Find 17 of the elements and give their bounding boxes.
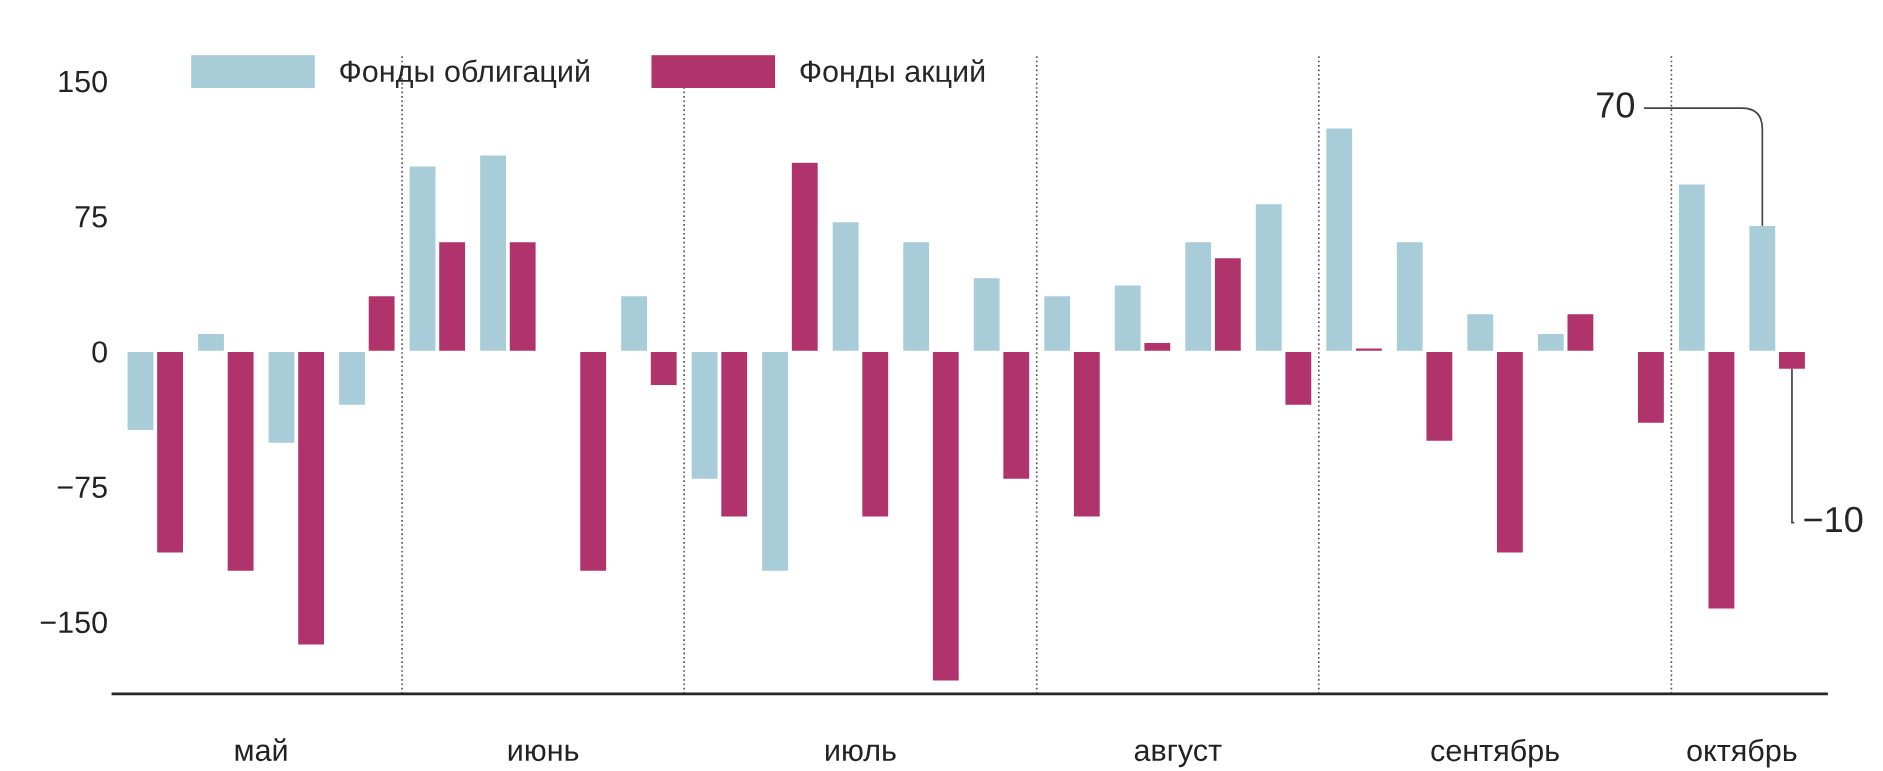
legend-label: Фонды акций bbox=[800, 59, 985, 88]
annotation: 70 bbox=[1597, 92, 1634, 118]
y-tick-label: −150 bbox=[40, 611, 107, 634]
text: июнь bbox=[508, 744, 579, 762]
text: сентябрь bbox=[1431, 738, 1559, 768]
text: октябрь bbox=[1687, 738, 1797, 768]
y-tick-label: 0 bbox=[92, 341, 107, 363]
y-tick-label: 150 bbox=[59, 70, 107, 93]
text: май bbox=[235, 738, 287, 762]
bar bbox=[1636, 350, 1666, 425]
y-tick-label: −75 bbox=[57, 476, 107, 498]
legend-label: Фонды облигаций bbox=[340, 59, 589, 88]
text: июль bbox=[826, 744, 896, 762]
bar bbox=[578, 350, 608, 573]
annotation: −10 bbox=[1804, 506, 1863, 533]
text: август bbox=[1134, 744, 1222, 768]
y-tick-label: 75 bbox=[75, 206, 107, 228]
